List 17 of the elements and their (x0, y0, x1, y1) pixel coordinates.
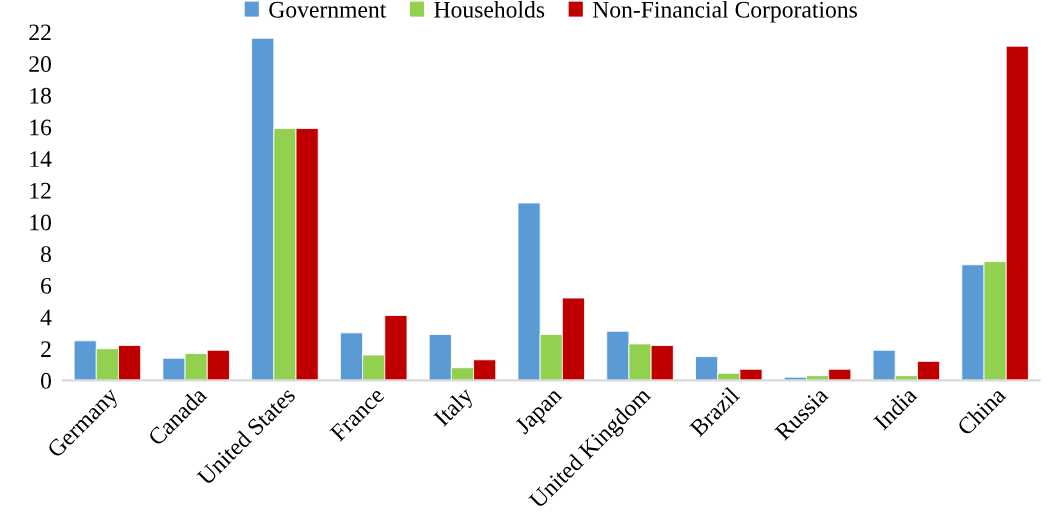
legend-label: Non-Financial Corporations (592, 1, 857, 23)
x-tick-label: India (872, 385, 918, 431)
y-tick-label: 18 (30, 87, 51, 104)
y-tick-label: 8 (40, 246, 51, 263)
x-tick-label: Italy (432, 385, 478, 431)
y-tick-label: 6 (41, 277, 52, 294)
y-tick-label: 22 (29, 24, 51, 41)
legend-label: Government (269, 1, 387, 18)
y-tick-label: 2 (41, 341, 51, 357)
y-tick-label: 4 (40, 309, 52, 326)
y-tick-label: 0 (40, 372, 51, 389)
y-tick-label: 10 (30, 214, 51, 231)
y-tick-label: 14 (30, 151, 52, 167)
y-tick-label: 20 (29, 56, 51, 73)
y-tick-label: 16 (30, 119, 52, 136)
legend-label: Households (434, 1, 545, 18)
y-tick-label: 12 (30, 182, 51, 199)
